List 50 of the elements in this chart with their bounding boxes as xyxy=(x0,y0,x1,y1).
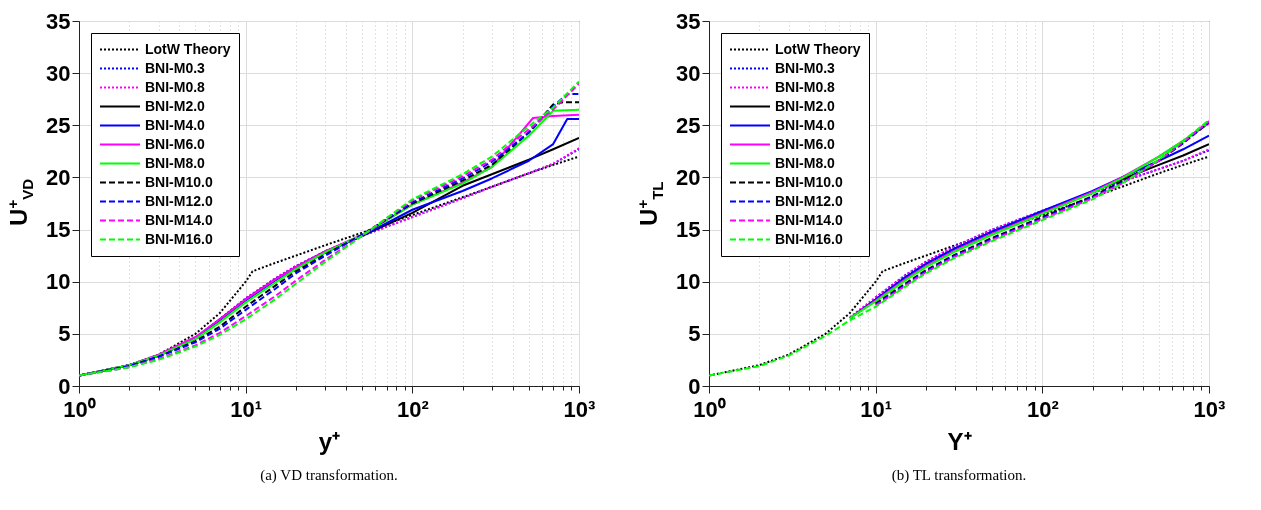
y-tick-label: 10 xyxy=(676,269,701,295)
legend-label: BNI-M8.0 xyxy=(145,154,206,171)
x-tick-label: 10¹ xyxy=(230,396,263,422)
legend-label: BNI-M2.0 xyxy=(775,97,836,114)
legend-label: BNI-M4.0 xyxy=(145,116,206,133)
legend-label: BNI-M0.8 xyxy=(145,78,206,95)
y-tick-label: 15 xyxy=(676,217,701,243)
legend-label: LotW Theory xyxy=(775,40,861,57)
y-tick-label: 20 xyxy=(46,164,71,190)
y-tick-label: 5 xyxy=(688,321,701,347)
x-axis-title: Y⁺ xyxy=(947,427,972,455)
legend-label: BNI-M4.0 xyxy=(775,116,836,133)
legend-label: BNI-M10.0 xyxy=(145,173,213,190)
y-tick-label: 0 xyxy=(688,373,701,399)
legend-label: BNI-M0.3 xyxy=(775,59,836,76)
y-tick-label: 0 xyxy=(58,373,71,399)
x-tick-label: 10³ xyxy=(563,396,596,422)
y-tick-label: 5 xyxy=(58,321,71,347)
legend-label: BNI-M6.0 xyxy=(145,135,206,152)
legend-label: BNI-M12.0 xyxy=(145,192,213,209)
legend-label: BNI-M2.0 xyxy=(145,97,206,114)
text: (b) TL transformation. xyxy=(891,467,1027,484)
y-tick-label: 30 xyxy=(46,60,71,86)
legend-label: BNI-M14.0 xyxy=(145,211,213,228)
legend-label: BNI-M0.8 xyxy=(775,78,836,95)
y-tick-label: 25 xyxy=(46,112,71,138)
y-tick-label: 15 xyxy=(46,217,71,243)
legend-label: BNI-M10.0 xyxy=(775,173,843,190)
y-tick-label: 35 xyxy=(676,8,701,34)
legend-label: BNI-M16.0 xyxy=(775,230,843,247)
legend-label: BNI-M12.0 xyxy=(775,192,843,209)
x-tick-label: 10² xyxy=(396,396,429,422)
legend-label: BNI-M8.0 xyxy=(775,154,836,171)
text: (a) VD transformation. xyxy=(260,467,398,484)
y-tick-label: 25 xyxy=(676,112,701,138)
x-tick-label: 10⁰ xyxy=(693,396,726,422)
y-tick-label: 30 xyxy=(676,60,701,86)
x-tick-label: 10⁰ xyxy=(63,396,96,422)
legend-label: BNI-M14.0 xyxy=(775,211,843,228)
y-tick-label: 10 xyxy=(46,269,71,295)
x-tick-label: 10¹ xyxy=(860,396,893,422)
x-axis-title: y⁺ xyxy=(318,427,341,455)
x-tick-label: 10³ xyxy=(1193,396,1226,422)
x-tick-label: 10² xyxy=(1026,396,1059,422)
y-tick-label: 35 xyxy=(46,8,71,34)
legend-label: LotW Theory xyxy=(145,40,231,57)
legend-label: BNI-M16.0 xyxy=(145,230,213,247)
legend-label: BNI-M6.0 xyxy=(775,135,836,152)
legend-label: BNI-M0.3 xyxy=(145,59,206,76)
y-tick-label: 20 xyxy=(676,164,701,190)
